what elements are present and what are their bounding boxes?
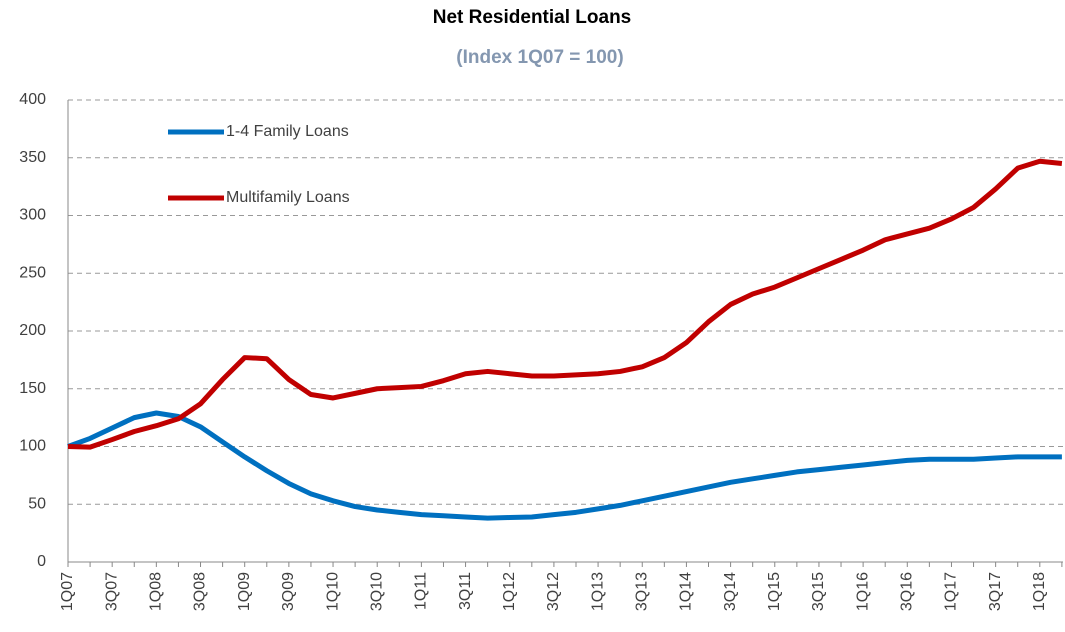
y-tick-label: 100	[19, 438, 46, 455]
x-tick-label: 1Q18	[1031, 572, 1048, 611]
chart-subtitle: (Index 1Q07 = 100)	[456, 47, 623, 68]
chart-title: Net Residential Loans	[433, 7, 632, 28]
x-tick-label: 1Q12	[501, 572, 518, 611]
legend-label: Multifamily Loans	[226, 189, 350, 206]
y-tick-label: 300	[19, 207, 46, 224]
x-tick-label: 3Q14	[722, 572, 739, 611]
x-tick-label: 1Q14	[678, 572, 695, 611]
x-tick-label: 1Q09	[236, 572, 253, 611]
x-tick-label: 3Q15	[810, 572, 827, 611]
x-tick-label: 3Q17	[987, 572, 1004, 611]
x-tick-label: 3Q12	[545, 572, 562, 611]
x-tick-label: 3Q16	[899, 572, 916, 611]
y-tick-label: 250	[19, 264, 46, 281]
y-tick-label: 350	[19, 149, 46, 166]
x-tick-label: 1Q16	[854, 572, 871, 611]
x-tick-label: 1Q07	[59, 572, 76, 611]
x-tick-label: 3Q07	[103, 572, 120, 611]
x-tick-label: 1Q11	[413, 572, 430, 610]
x-tick-label: 1Q10	[324, 572, 341, 611]
y-tick-label: 400	[19, 91, 46, 108]
x-tick-label: 1Q13	[589, 572, 606, 611]
y-tick-label: 150	[19, 380, 46, 397]
x-tick-label: 3Q13	[633, 572, 650, 611]
y-tick-label: 0	[37, 553, 46, 570]
y-tick-label: 200	[19, 322, 46, 339]
x-tick-label: 1Q08	[148, 572, 165, 611]
legend-label: 1-4 Family Loans	[226, 123, 349, 140]
x-tick-label: 3Q10	[368, 572, 385, 611]
x-tick-label: 3Q11	[457, 572, 474, 610]
x-tick-label: 1Q17	[943, 572, 960, 611]
x-tick-label: 1Q15	[766, 572, 783, 611]
series-line	[67, 158, 1063, 450]
y-tick-label: 50	[28, 495, 46, 512]
x-tick-label: 3Q08	[192, 572, 209, 611]
x-tick-label: 3Q09	[280, 572, 297, 611]
series-line	[67, 410, 1062, 521]
